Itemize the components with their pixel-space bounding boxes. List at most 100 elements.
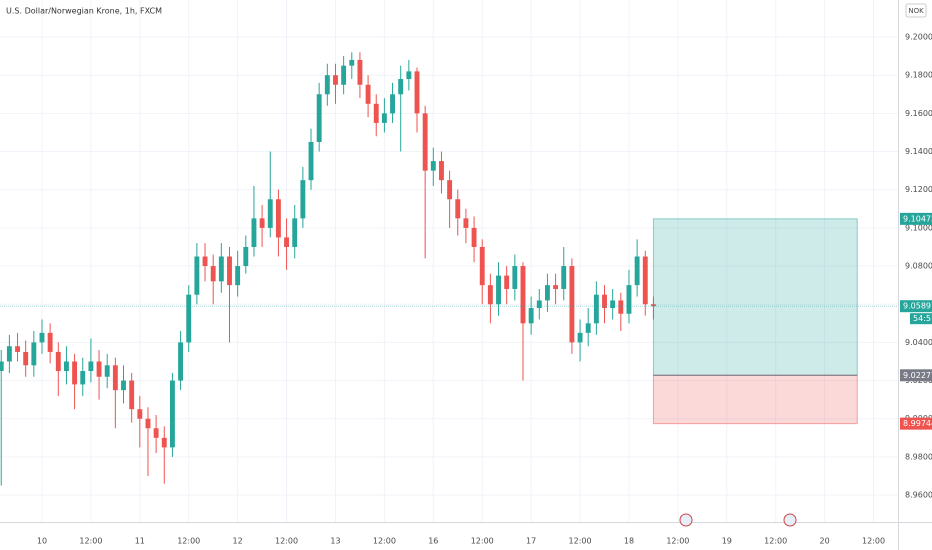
candle-body (455, 199, 461, 219)
candle-body (520, 266, 526, 324)
x-tick-label: 11 (135, 537, 145, 546)
y-tick-label: 9.16000 (905, 109, 932, 118)
event-flag[interactable] (783, 513, 797, 527)
stop-label: 8.99744 (903, 419, 932, 428)
x-tick-label: 12:00 (764, 537, 787, 546)
currency[interactable]: NOK (908, 7, 924, 15)
x-tick-label: 10 (37, 537, 47, 546)
candle-body (0, 361, 4, 372)
x-tick-label: 20 (820, 537, 830, 546)
candle-body (422, 113, 428, 171)
candle-body (610, 300, 616, 309)
currency-badge[interactable] (905, 3, 927, 18)
candle-body (129, 380, 135, 410)
candle-body (259, 218, 265, 228)
grid (0, 0, 898, 522)
candle-body (39, 332, 45, 343)
candle-body (145, 418, 151, 429)
candle-body (96, 361, 102, 377)
candle-body (15, 346, 20, 352)
candle-body (504, 275, 510, 289)
candle-body (55, 351, 61, 372)
y-tick-label: 9.04000 (905, 338, 932, 347)
candle-body (23, 351, 29, 366)
candle-body (471, 227, 477, 247)
x-tick-label: 12:00 (275, 537, 298, 546)
profit-zone (652, 218, 858, 376)
candle-body (194, 256, 200, 295)
candle-body (218, 256, 224, 282)
candle-body (406, 71, 412, 80)
last-price-label-bg (900, 300, 932, 313)
target-label-bg (900, 212, 932, 225)
candle-body (585, 323, 591, 333)
candle-body (561, 266, 567, 289)
candle-body (528, 308, 534, 324)
candle-body (447, 180, 453, 200)
candle-body (31, 342, 37, 366)
entry-label-bg (900, 369, 932, 382)
candle-body (333, 75, 338, 85)
target-label: 9.10473 (903, 214, 932, 223)
stop-label-bg (900, 417, 932, 430)
candle-body (72, 361, 78, 385)
x-tick-label: 12:00 (177, 537, 200, 546)
candle-body (104, 365, 110, 377)
candle-body (47, 332, 53, 352)
candle-body (512, 266, 518, 289)
candle-body (316, 94, 322, 142)
axes: 9.20000 9.18000 9.16000 9.14000 9.12000 9.100… (37, 33, 932, 546)
candle-body (569, 266, 575, 343)
candle-body (275, 199, 281, 238)
y-tick-label: 9.10000 (905, 223, 932, 232)
candle-body (210, 266, 216, 282)
y-tick-label: 9.18000 (905, 71, 932, 80)
candle-body (243, 246, 249, 267)
candle-body (496, 275, 501, 305)
candle-body (169, 380, 175, 448)
candle-body (463, 218, 469, 228)
candle-body (365, 84, 371, 104)
candle-body (341, 65, 347, 85)
y-tick-label: 9.20000 (905, 33, 932, 42)
candle-body (634, 256, 640, 286)
candle-body (112, 365, 118, 391)
x-tick-label: 13 (330, 537, 340, 546)
candle-body (439, 161, 444, 181)
candle-body (251, 218, 257, 247)
candle-body (137, 409, 143, 419)
entry-label: 9.02277 (903, 371, 932, 380)
candle-body (153, 428, 159, 438)
chart-title: U.S. Dollar/Norwegian Krone, 1h, FXCM (6, 7, 162, 16)
candle-body (227, 256, 232, 286)
candle-body (642, 256, 648, 305)
y-tick-label: 9.12000 (905, 185, 932, 194)
x-tick-label: 12:00 (471, 537, 494, 546)
candle-body (6, 346, 12, 362)
candle-body (284, 237, 290, 247)
candle-body (80, 371, 86, 385)
x-tick-label: 18 (624, 537, 634, 546)
loss-zone (652, 374, 858, 425)
x-tick-label: 16 (428, 537, 438, 546)
x-tick-label: 12:00 (569, 537, 592, 546)
candle-body (292, 218, 298, 247)
candle-body (544, 285, 550, 301)
candle-body (63, 361, 69, 372)
candle-body (602, 294, 607, 309)
candle-body (186, 294, 192, 343)
x-tick-label: 17 (526, 537, 536, 546)
candle-body (536, 300, 542, 309)
candle-body (414, 71, 420, 114)
event-icon[interactable] (679, 513, 797, 527)
candle-body (121, 380, 126, 391)
candle-body (235, 266, 241, 286)
event-flag[interactable] (679, 513, 693, 527)
candle-body (577, 332, 583, 343)
candle-body (390, 94, 395, 114)
candle-body (553, 285, 559, 289)
x-tick-label: 19 (722, 537, 732, 546)
x-tick-label: 12:00 (862, 537, 885, 546)
